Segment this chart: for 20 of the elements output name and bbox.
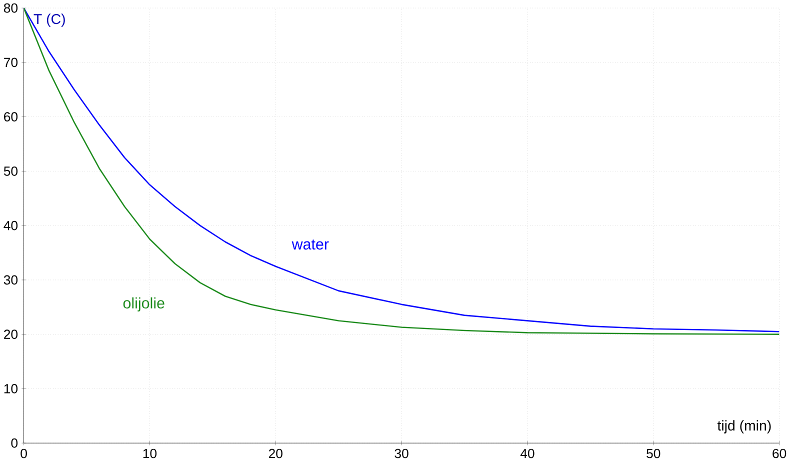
y-axis-title: T (C): [34, 14, 65, 28]
y-tick-label: 70: [4, 58, 18, 68]
y-tick-label: 50: [4, 166, 18, 176]
y-tick-label: 0: [11, 438, 18, 448]
y-tick-label: 60: [4, 112, 18, 122]
series-label: water: [292, 240, 329, 250]
x-tick-label: 20: [268, 449, 282, 458]
x-axis-title: tijd (min): [717, 420, 771, 434]
y-tick-label: 80: [4, 4, 18, 13]
x-tick-label: 0: [20, 449, 27, 458]
y-tick-label: 10: [4, 384, 18, 394]
x-tick-label: 50: [646, 449, 660, 458]
text: olijolie: [123, 298, 164, 312]
y-tick-label: 40: [4, 221, 18, 230]
y-tick-label: 20: [4, 330, 18, 340]
x-tick-label: 60: [772, 449, 786, 458]
x-tick-label: 30: [394, 449, 408, 458]
y-tick-label: 30: [4, 275, 18, 285]
x-tick-label: 10: [143, 449, 157, 458]
x-tick-label: 40: [520, 449, 534, 458]
